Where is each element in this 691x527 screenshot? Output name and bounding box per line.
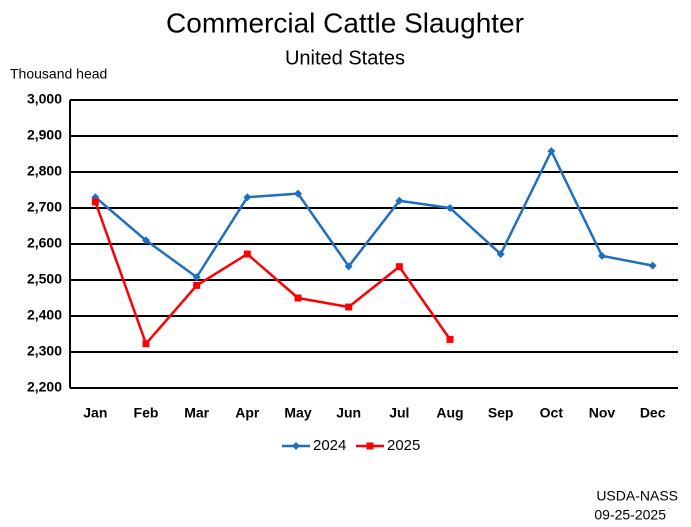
legend-marker: [366, 442, 374, 450]
data-point: [345, 303, 353, 311]
data-point: [547, 147, 556, 156]
data-point: [243, 250, 251, 258]
series-line: [94, 201, 452, 345]
x-tick-label: Mar: [184, 405, 209, 421]
y-axis-label: Thousand head: [10, 66, 107, 82]
series-line: [94, 149, 653, 279]
data-point: [193, 281, 201, 289]
data-point: [91, 198, 99, 206]
data-point: [243, 193, 252, 202]
x-tick-label: Oct: [540, 405, 564, 421]
y-tick-label: 2,600: [27, 235, 62, 251]
chart-subtitle: United States: [285, 47, 405, 69]
x-tick-label: Sep: [488, 405, 514, 421]
x-tick-label: Jun: [336, 405, 361, 421]
y-tick-label: 2,800: [27, 163, 62, 179]
data-point: [294, 294, 302, 302]
y-tick-label: 2,700: [27, 199, 62, 215]
chart-title: Commercial Cattle Slaughter: [166, 7, 524, 38]
x-tick-label: Apr: [235, 405, 260, 421]
x-tick-label: Jul: [389, 405, 409, 421]
y-tick-label: 2,200: [27, 379, 62, 395]
data-point: [395, 263, 403, 271]
data-point: [446, 335, 454, 343]
data-point: [294, 189, 302, 198]
data-point: [344, 262, 353, 271]
data-point: [192, 273, 201, 282]
y-tick-label: 2,400: [27, 307, 62, 323]
legend-label: 2025: [387, 437, 420, 454]
date: 09-25-2025: [594, 507, 666, 523]
x-tick-label: Nov: [589, 405, 616, 421]
data-point: [598, 251, 606, 260]
x-tick-label: May: [284, 405, 311, 421]
y-tick-label: 2,300: [27, 343, 62, 359]
x-tick-label: Jan: [83, 405, 107, 421]
x-tick-label: Feb: [134, 405, 159, 421]
data-point: [446, 204, 454, 212]
y-tick-label: 2,500: [27, 271, 62, 287]
x-tick-label: Dec: [640, 405, 666, 421]
legend-marker: [292, 442, 300, 450]
legend-label: 2024: [313, 437, 346, 454]
y-tick-label: 2,900: [27, 127, 62, 143]
data-point: [142, 236, 150, 245]
data-point: [395, 196, 404, 205]
x-tick-label: Aug: [436, 405, 463, 421]
data-point: [142, 340, 150, 348]
y-tick-label: 3,000: [27, 91, 62, 107]
data-point: [648, 261, 657, 270]
source: USDA-NASS: [596, 488, 678, 504]
data-point: [496, 250, 505, 259]
